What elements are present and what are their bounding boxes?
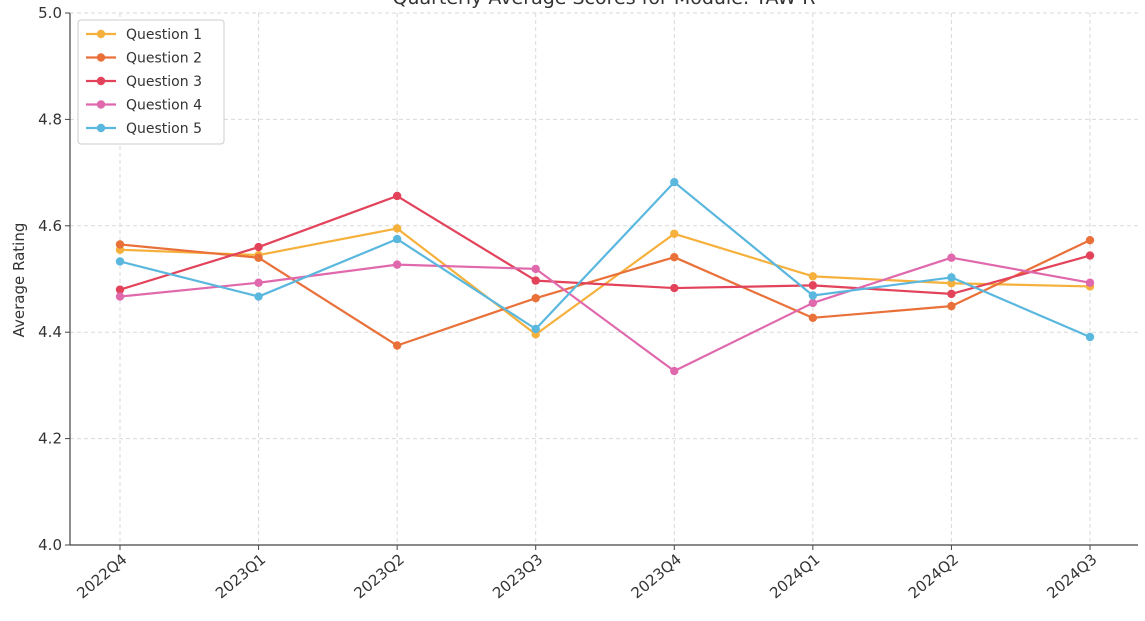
series-lines (115, 177, 1095, 376)
legend-item: Question 4 (86, 98, 202, 114)
data-point (670, 366, 679, 376)
data-point (670, 283, 679, 293)
x-tick-label: 2023Q1 (212, 550, 269, 602)
data-point (670, 177, 679, 187)
data-point (808, 281, 818, 290)
data-point (947, 301, 956, 311)
series-line (119, 239, 1091, 347)
data-point (947, 289, 956, 299)
x-tick-label: 2023Q3 (489, 550, 546, 602)
data-point (115, 240, 125, 249)
x-tick-label: 2024Q2 (905, 550, 962, 602)
data-point (808, 291, 818, 300)
y-axis-title: Average Rating (10, 223, 28, 338)
y-tick-label: 4.8 (38, 110, 62, 128)
data-point (531, 293, 540, 303)
series-line (119, 256, 1091, 373)
series-2 (115, 235, 1095, 350)
data-point (947, 279, 956, 288)
series-line (119, 181, 1091, 338)
y-tick-label: 4.4 (38, 323, 62, 341)
y-tick-label: 5.0 (38, 4, 62, 22)
data-point (392, 191, 402, 201)
y-tick-label: 4.6 (38, 217, 62, 235)
data-point (115, 285, 125, 294)
data-point (115, 292, 125, 301)
series-5 (115, 177, 1095, 342)
series-3 (115, 191, 1095, 299)
legend-item: Question 5 (86, 121, 202, 137)
x-tick-label: 2024Q1 (766, 550, 823, 602)
legend-label: Question 3 (126, 74, 202, 90)
data-point (392, 341, 402, 350)
data-point (531, 264, 540, 274)
data-point (254, 253, 263, 262)
legend-label: Question 2 (126, 51, 202, 67)
data-point (1085, 251, 1095, 260)
legend-item: Question 3 (86, 74, 202, 90)
legend-item: Question 2 (86, 51, 202, 67)
series-4 (115, 253, 1095, 376)
y-tick-label: 4.0 (38, 536, 62, 554)
x-tick-label: 2024Q3 (1043, 550, 1100, 602)
legend-box (77, 19, 225, 145)
data-point (947, 253, 956, 262)
data-point (1085, 278, 1095, 287)
legend-marker (96, 53, 106, 62)
data-point (392, 234, 402, 244)
legend-marker (96, 76, 106, 86)
data-point (392, 224, 402, 233)
legend-label: Question 1 (126, 27, 202, 43)
x-tick-label: 2023Q4 (628, 550, 685, 602)
data-point (1085, 235, 1095, 245)
data-point (1085, 332, 1095, 342)
y-tick-label: 4.2 (38, 430, 62, 448)
legend-item: Question 1 (86, 27, 202, 43)
x-tick-label: 2023Q2 (351, 550, 408, 602)
data-point (670, 252, 679, 262)
data-point (254, 292, 263, 301)
series-line (119, 194, 1091, 295)
data-point (670, 229, 679, 238)
legend-marker (96, 123, 106, 133)
data-point (254, 242, 263, 252)
data-point (392, 260, 402, 269)
data-point (808, 298, 818, 308)
legend-marker (96, 29, 106, 39)
legend-label: Question 5 (126, 121, 202, 137)
data-point (254, 278, 263, 287)
data-point (808, 272, 818, 281)
data-point (947, 273, 956, 282)
data-point (531, 276, 540, 285)
data-point (808, 313, 818, 323)
chart-title: Quarterly Average Scores for Module: TAW… (392, 0, 815, 9)
legend-marker (96, 100, 106, 109)
legend-label: Question 4 (126, 98, 202, 114)
data-point (115, 257, 125, 266)
x-tick-label: 2022Q4 (73, 550, 130, 602)
legend: Question 1 Question 2 Question 3 Question 4… (77, 19, 225, 145)
data-point (531, 324, 540, 334)
